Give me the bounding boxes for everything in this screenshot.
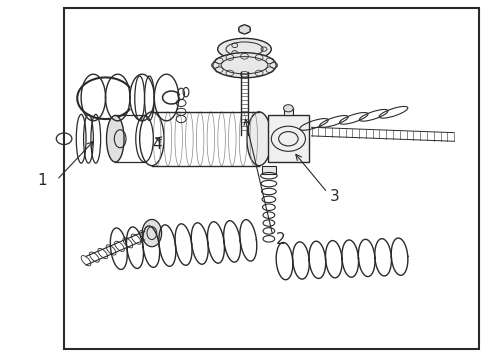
Ellipse shape — [212, 53, 276, 78]
Bar — [64, 8, 478, 348]
Text: 2: 2 — [276, 232, 285, 247]
Ellipse shape — [217, 39, 271, 60]
Text: 1: 1 — [37, 172, 47, 188]
Ellipse shape — [238, 25, 250, 34]
Ellipse shape — [246, 112, 271, 166]
Bar — [261, 166, 276, 174]
Ellipse shape — [106, 116, 124, 162]
Text: 3: 3 — [329, 189, 339, 204]
Bar — [267, 116, 308, 162]
Bar — [283, 108, 293, 116]
Text: 4: 4 — [152, 137, 161, 152]
Polygon shape — [239, 25, 249, 34]
Ellipse shape — [142, 220, 161, 247]
Ellipse shape — [283, 105, 293, 112]
